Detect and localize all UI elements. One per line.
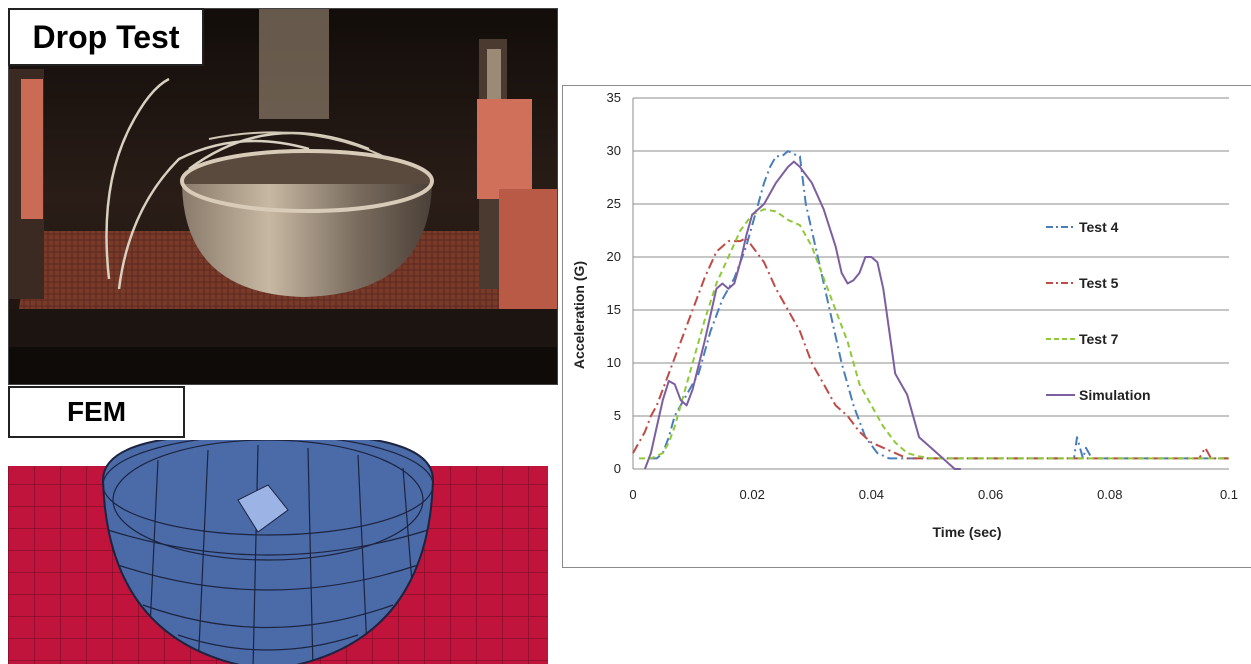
grid-layer <box>633 97 1229 417</box>
x-tick-label: 0.08 <box>1097 487 1122 502</box>
y-tick-label: 0 <box>614 461 621 476</box>
series-layer <box>632 150 1229 470</box>
y-tick-label: 10 <box>607 355 621 370</box>
acceleration-chart: 0 5 10 15 20 25 30 35 0 0.02 0.04 0.06 0.08 0.1 Test … <box>562 85 1251 568</box>
fem-mesh-drawing <box>8 440 548 664</box>
series-line-simulation <box>643 160 961 470</box>
chart-svg: 0 5 10 15 20 25 30 35 0 0.02 0.04 0.06 0.08 0.1 Test … <box>571 90 1239 540</box>
drop-test-photo-drawing <box>9 9 557 384</box>
drop-test-photo <box>8 8 558 385</box>
series-line-test-7 <box>639 208 1229 460</box>
y-tick-label: 25 <box>607 196 621 211</box>
legend-layer: Test 4 Test 5 Test 7 Simulation <box>1046 219 1151 403</box>
x-tick-label: 0 <box>629 487 636 502</box>
legend-label: Simulation <box>1079 387 1151 403</box>
y-tick-label: 20 <box>607 249 621 264</box>
drop-test-label: Drop Test <box>8 8 204 66</box>
series-line-test-4 <box>650 150 1229 460</box>
series-line-test-5 <box>632 236 1229 460</box>
legend-label: Test 5 <box>1079 275 1119 291</box>
x-tick-label: 0.02 <box>740 487 765 502</box>
x-tick-label: 0.06 <box>978 487 1003 502</box>
y-axis-title: Acceleration (G) <box>571 261 587 369</box>
x-axis-title: Time (sec) <box>933 524 1002 540</box>
y-tick-label: 35 <box>607 90 621 105</box>
fem-model-image <box>8 440 548 664</box>
legend-label: Test 4 <box>1079 219 1119 235</box>
axis-layer: 0 5 10 15 20 25 30 35 0 0.02 0.04 0.06 0.08 0.1 <box>607 90 1239 502</box>
x-tick-label: 0.1 <box>1220 487 1238 502</box>
x-tick-label: 0.04 <box>859 487 884 502</box>
fem-label: FEM <box>8 386 185 438</box>
y-tick-label: 30 <box>607 143 621 158</box>
legend-label: Test 7 <box>1079 331 1119 347</box>
y-tick-label: 15 <box>607 302 621 317</box>
y-tick-label: 5 <box>614 408 621 423</box>
